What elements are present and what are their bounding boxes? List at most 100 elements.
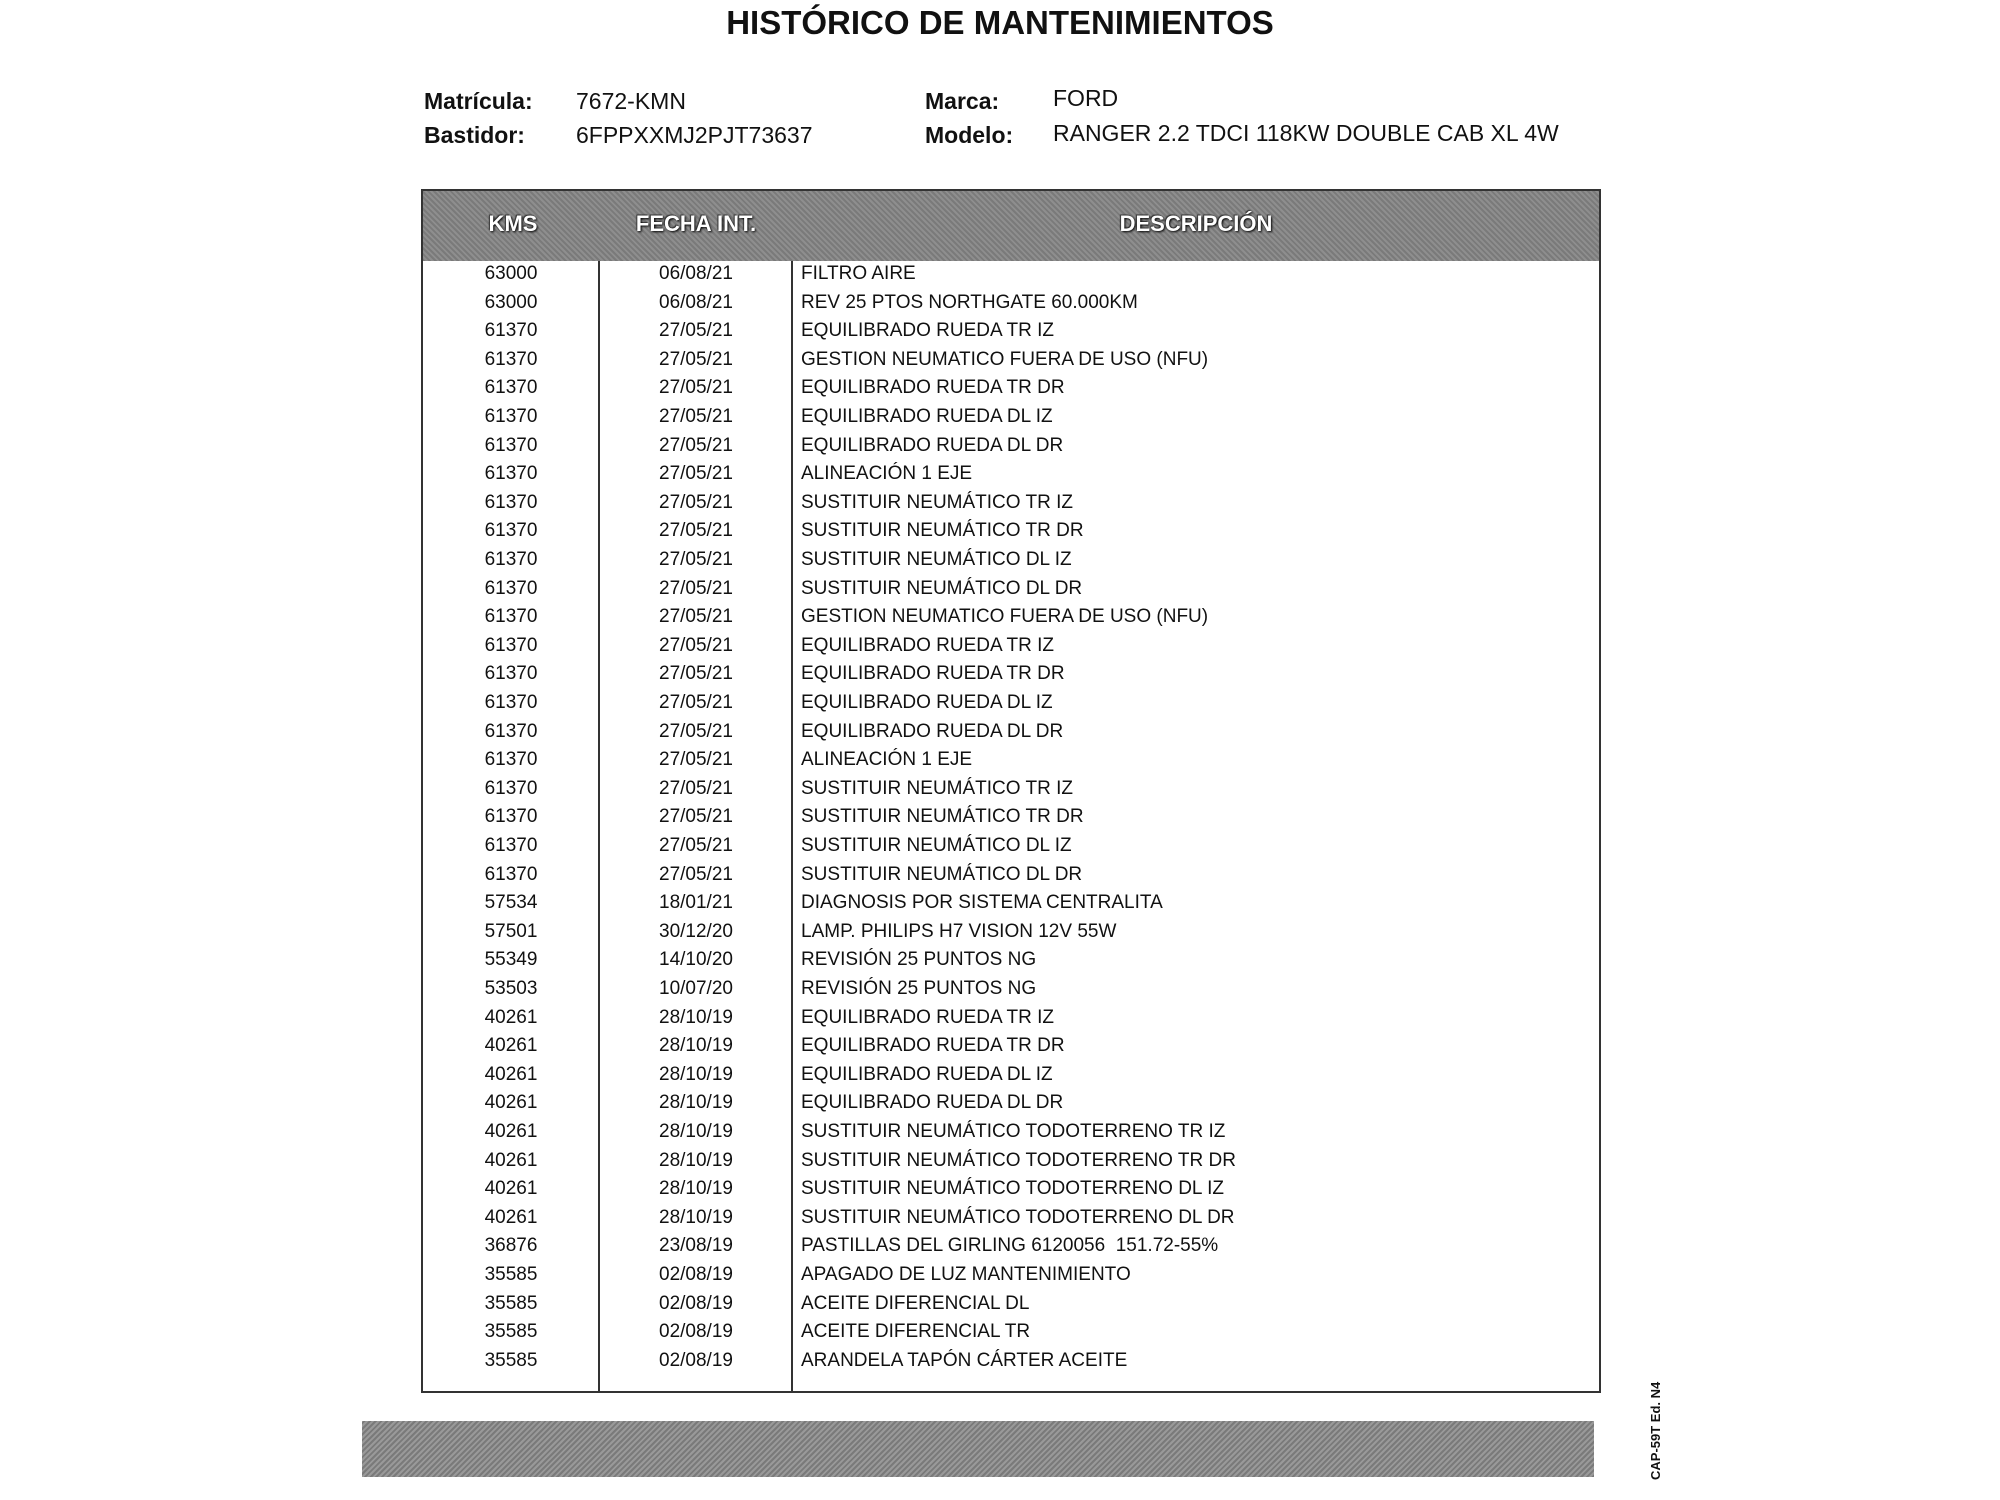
- date-cell: 27/05/21: [659, 377, 733, 399]
- date-cell: 27/05/21: [659, 491, 733, 513]
- description-cell: REV 25 PTOS NORTHGATE 60.000KM: [801, 291, 1138, 313]
- description-cell: EQUILIBRADO RUEDA TR DR: [801, 1035, 1065, 1057]
- kms-cell: 61370: [484, 863, 538, 885]
- date-cell: 27/05/21: [659, 777, 733, 799]
- date-cell: 02/08/19: [659, 1349, 733, 1371]
- table-header: KMS FECHA INT. DESCRIPCIÓN: [423, 191, 1599, 261]
- kms-cell: 35585: [484, 1321, 538, 1343]
- kms-cell: 61370: [484, 634, 538, 656]
- date-cell: 28/10/19: [659, 1063, 733, 1085]
- date-cell: 27/05/21: [659, 692, 733, 713]
- description-cell: EQUILIBRADO RUEDA TR DR: [801, 663, 1065, 685]
- description-cell: SUSTITUIR NEUMÁTICO TR IZ: [801, 777, 1073, 799]
- date-cell: 27/05/21: [659, 348, 733, 370]
- kms-cell: 61370: [484, 491, 538, 513]
- date-cell: 06/08/21: [659, 291, 733, 313]
- date-cell: 02/08/19: [659, 1292, 733, 1314]
- column-header: DESCRIPCIÓN: [1119, 211, 1273, 236]
- kms-cell: 40261: [484, 1178, 538, 1200]
- model-label: Modelo:: [925, 122, 1014, 148]
- description-cell: SUSTITUIR NEUMÁTICO DL IZ: [801, 549, 1072, 570]
- kms-cell: 40261: [484, 1206, 538, 1228]
- date-cell: 14/10/20: [659, 949, 733, 971]
- plate-label: Matrícula:: [424, 88, 533, 114]
- kms-cell: 61370: [484, 406, 538, 427]
- description-cell: EQUILIBRADO RUEDA TR IZ: [801, 634, 1055, 656]
- column-header: KMS: [488, 211, 538, 236]
- kms-cell: 61370: [484, 577, 538, 599]
- date-cell: 27/05/21: [659, 720, 733, 742]
- plate: 7672-KMN: [576, 88, 686, 114]
- kms-cell: 40261: [484, 1006, 538, 1028]
- frame-label: Bastidor:: [424, 122, 525, 148]
- date-cell: 23/08/19: [659, 1235, 733, 1257]
- description-cell: LAMP. PHILIPS H7 VISION 12V 55W: [801, 920, 1117, 942]
- kms-cell: 40261: [484, 1092, 538, 1114]
- description-cell: SUSTITUIR NEUMÁTICO TODOTERRENO DL DR: [801, 1206, 1235, 1228]
- kms-cell: 63000: [484, 263, 538, 284]
- description-cell: SUSTITUIR NEUMÁTICO TR IZ: [801, 491, 1073, 513]
- description-cell: GESTION NEUMATICO FUERA DE USO (NFU): [801, 606, 1209, 628]
- description-cell: EQUILIBRADO RUEDA DL DR: [801, 720, 1064, 742]
- description-cell: SUSTITUIR NEUMÁTICO DL IZ: [801, 835, 1072, 856]
- description-cell: EQUILIBRADO RUEDA DL DR: [801, 434, 1064, 456]
- date-cell: 27/05/21: [659, 463, 733, 485]
- date-cell: 28/10/19: [659, 1092, 733, 1114]
- model: RANGER 2.2 TDCI 118KW DOUBLE CAB XL 4W: [1053, 120, 1559, 146]
- description-cell: ALINEACIÓN 1 EJE: [801, 749, 973, 771]
- date-cell: 02/08/19: [659, 1264, 733, 1285]
- kms-cell: 61370: [484, 434, 538, 456]
- kms-cell: 61370: [484, 692, 538, 713]
- footer-bar: [362, 1421, 1594, 1477]
- date-cell: 27/05/21: [659, 520, 733, 542]
- date-cell: 10/07/20: [659, 978, 733, 999]
- kms-cell: 40261: [484, 1035, 538, 1057]
- kms-cell: 40261: [484, 1063, 538, 1085]
- kms-cell: 53503: [484, 978, 538, 999]
- kms-cell: 35585: [484, 1264, 538, 1285]
- description-cell: APAGADO DE LUZ MANTENIMIENTO: [801, 1264, 1131, 1285]
- kms-cell: 57534: [484, 892, 538, 914]
- description-cell: EQUILIBRADO RUEDA TR IZ: [801, 320, 1055, 342]
- date-cell: 27/05/21: [659, 863, 733, 885]
- date-cell: 28/10/19: [659, 1206, 733, 1228]
- kms-cell: 61370: [484, 549, 538, 570]
- description-cell: ARANDELA TAPÓN CÁRTER ACEITE: [801, 1349, 1128, 1371]
- date-cell: 30/12/20: [659, 920, 733, 942]
- kms-cell: 61370: [484, 348, 538, 370]
- date-cell: 27/05/21: [659, 634, 733, 656]
- description-cell: EQUILIBRADO RUEDA DL IZ: [801, 406, 1053, 427]
- date-cell: 28/10/19: [659, 1178, 733, 1200]
- description-cell: SUSTITUIR NEUMÁTICO DL DR: [801, 863, 1083, 885]
- brand-label: Marca:: [925, 88, 1000, 114]
- column-divider: [791, 261, 793, 1391]
- description-cell: SUSTITUIR NEUMÁTICO TODOTERRENO TR IZ: [801, 1121, 1226, 1142]
- frame: 6FPPXXMJ2PJT73637: [576, 122, 813, 148]
- date-cell: 06/08/21: [659, 263, 733, 284]
- date-cell: 27/05/21: [659, 606, 733, 628]
- kms-cell: 61370: [484, 377, 538, 399]
- date-cell: 27/05/21: [659, 549, 733, 570]
- kms-cell: 61370: [484, 463, 538, 485]
- kms-cell: 61370: [484, 520, 538, 542]
- table: KMS FECHA INT. DESCRIPCIÓN 63000 06/08/21…: [421, 189, 1601, 1393]
- description-cell: PASTILLAS DEL GIRLING 6120056 151.72-55%: [801, 1235, 1219, 1257]
- description-cell: EQUILIBRADO RUEDA TR DR: [801, 377, 1065, 399]
- description-cell: FILTRO AIRE: [801, 263, 916, 284]
- date-cell: 28/10/19: [659, 1149, 733, 1171]
- description-cell: SUSTITUIR NEUMÁTICO TR DR: [801, 520, 1084, 542]
- kms-cell: 61370: [484, 320, 538, 342]
- kms-cell: 40261: [484, 1121, 538, 1142]
- date-cell: 18/01/21: [659, 892, 733, 914]
- date-cell: 27/05/21: [659, 835, 733, 856]
- date-cell: 27/05/21: [659, 406, 733, 427]
- kms-cell: 57501: [484, 920, 538, 942]
- date-cell: 27/05/21: [659, 806, 733, 828]
- description-cell: REVISIÓN 25 PUNTOS NG: [801, 978, 1037, 999]
- kms-cell: 61370: [484, 606, 538, 628]
- description-cell: REVISIÓN 25 PUNTOS NG: [801, 949, 1037, 971]
- kms-cell: 36876: [484, 1235, 538, 1257]
- kms-cell: 61370: [484, 835, 538, 856]
- kms-cell: 61370: [484, 720, 538, 742]
